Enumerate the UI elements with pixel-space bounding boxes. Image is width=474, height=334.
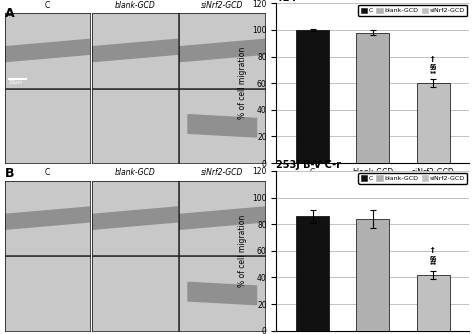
Text: blank-GCD: blank-GCD	[115, 168, 155, 177]
Text: C: C	[45, 1, 50, 10]
Text: siNrf2-GCD: siNrf2-GCD	[201, 168, 244, 177]
Text: blank-GCD: blank-GCD	[115, 1, 155, 10]
Y-axis label: % of cell migration: % of cell migration	[237, 215, 246, 287]
Y-axis label: % of cell migration: % of cell migration	[237, 47, 246, 119]
Text: 253J B-V C-r: 253J B-V C-r	[276, 160, 341, 170]
Text: **: **	[429, 262, 437, 268]
Polygon shape	[92, 39, 178, 61]
Text: 20μm: 20μm	[9, 80, 23, 85]
Polygon shape	[188, 115, 256, 137]
Bar	[356, 219, 390, 331]
Text: §§: §§	[429, 63, 437, 69]
Bar	[296, 30, 329, 163]
Bar	[356, 33, 390, 163]
Text: †: †	[431, 56, 435, 62]
Text: A: A	[5, 7, 14, 20]
Bar	[417, 83, 450, 163]
Legend: C, blank-GCD, siNrf2-GCD: C, blank-GCD, siNrf2-GCD	[358, 5, 467, 16]
Polygon shape	[92, 207, 178, 229]
Text: T24: T24	[276, 0, 297, 3]
Text: §§: §§	[429, 255, 437, 261]
Text: B: B	[5, 167, 14, 180]
Polygon shape	[5, 39, 91, 61]
Polygon shape	[180, 39, 265, 61]
Bar	[296, 216, 329, 331]
Polygon shape	[188, 282, 256, 305]
Text: C: C	[45, 168, 50, 177]
Bar	[417, 275, 450, 331]
Text: †: †	[431, 247, 435, 254]
Polygon shape	[5, 207, 91, 229]
Polygon shape	[180, 207, 265, 229]
Legend: C, blank-GCD, siNrf2-GCD: C, blank-GCD, siNrf2-GCD	[358, 173, 467, 184]
Text: **: **	[429, 70, 437, 76]
Text: siNrf2-GCD: siNrf2-GCD	[201, 1, 244, 10]
